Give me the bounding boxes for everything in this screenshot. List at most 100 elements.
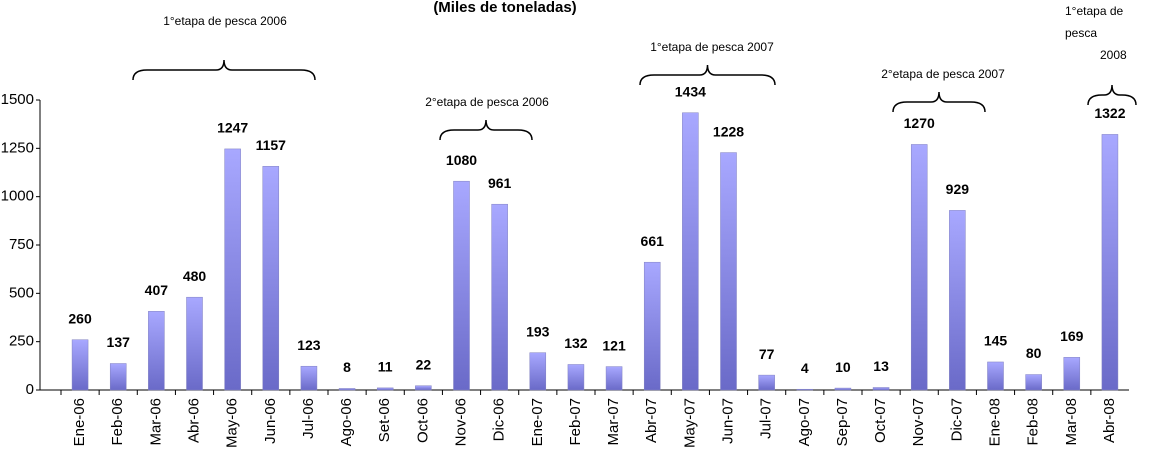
x-tick-label: Feb-08 [1025,398,1042,446]
value-label: 11 [378,359,393,375]
annotation-brace [1087,84,1137,106]
y-tick-label: 1500 [1,91,34,108]
x-tick-label: Mar-07 [605,398,622,446]
x-tick-label: Nov-07 [910,398,927,446]
bar [148,311,165,391]
x-tick-label: Abr-08 [1101,398,1118,443]
value-label: 13 [873,358,889,374]
value-label: 1434 [675,83,706,99]
annotation-brace [132,59,316,81]
value-label: 132 [564,335,588,351]
x-tick-label: Dic-06 [491,398,508,441]
value-label: 4 [801,360,809,376]
annotation-brace [639,64,776,86]
value-label: 961 [488,175,512,191]
bar [872,387,890,391]
y-tick-label: 250 [9,333,34,350]
bar [71,339,89,391]
x-tick-label: Abr-06 [185,398,202,443]
bar [491,203,508,391]
x-tick-label: Abr-07 [643,398,660,443]
bar [529,352,547,391]
bar [338,388,356,391]
value-label: 80 [1026,345,1042,361]
value-label: 193 [526,323,550,339]
annotation-brace [892,91,986,113]
x-tick-label: Mar-08 [1063,398,1080,446]
x-tick-label: May-07 [681,398,698,448]
chart-title: (Miles de toneladas) [433,0,576,16]
value-label: 407 [145,282,169,298]
value-label: 480 [183,268,207,284]
x-tick-label: Feb-07 [567,398,584,446]
annotation-text: 1°etapa de pesca 2007 [650,40,774,54]
bar [910,144,928,391]
value-label: 169 [1060,328,1084,344]
y-tick-label: 500 [9,284,34,301]
bar [1101,134,1119,391]
x-tick-label: Ene-07 [529,398,546,446]
bar [682,112,699,391]
x-tick-label: Sep-07 [834,398,851,446]
value-label: 929 [946,181,970,197]
x-tick-label: Jun-07 [719,398,736,444]
value-label: 145 [984,333,1008,349]
value-label: 260 [68,310,92,326]
bar [453,180,470,391]
bar [415,385,432,391]
value-label: 10 [835,359,851,375]
x-tick-label: Mar-06 [147,398,164,446]
x-tick-label: Nov-06 [452,398,469,446]
bar [186,296,203,391]
value-label: 1228 [713,123,744,139]
value-label: 1322 [1094,105,1125,121]
bar [300,365,318,391]
annotation-text: 1°etapa de [1065,4,1124,18]
bar [224,148,241,391]
bar [834,387,852,391]
value-label: 661 [641,233,665,249]
bar [567,364,585,391]
value-label: 123 [297,337,321,353]
value-label: 77 [759,346,775,362]
x-tick-label: Ene-08 [986,398,1003,446]
x-tick-label: Jul-06 [300,398,317,439]
value-label: 121 [602,337,626,353]
value-label: 1080 [446,152,477,168]
x-tick-label: Oct-06 [414,398,431,443]
bar [796,388,814,391]
x-tick-label: Set-06 [376,398,393,442]
y-tick-label: 0 [26,381,34,398]
y-tick-label: 750 [9,236,34,253]
y-tick-label: 1250 [1,139,34,156]
x-tick-label: Ago-06 [338,398,355,446]
annotation-text: 2008 [1100,48,1127,62]
bar [109,363,127,391]
bar [758,374,775,391]
x-tick-label: Oct-07 [872,398,889,443]
x-tick-label: Jul-07 [758,398,775,439]
value-label: 22 [416,356,432,372]
annotation-text: 2°etapa de pesca 2006 [425,95,549,109]
bar [987,361,1004,391]
bar [605,366,623,391]
bar [376,387,394,391]
x-tick-label: May-06 [224,398,241,448]
value-label: 8 [343,359,351,375]
value-label: 1157 [256,137,287,153]
annotation-brace [439,119,533,141]
x-tick-label: Feb-06 [109,398,126,446]
bar [1063,357,1081,391]
x-tick-label: Ago-07 [796,398,813,446]
value-label: 1247 [217,120,248,136]
bar [949,210,966,391]
annotation-text: 1°etapa de pesca 2006 [163,14,287,28]
x-tick-label: Ene-06 [71,398,88,446]
bar [720,152,737,391]
value-label: 137 [107,334,131,350]
x-tick-label: Dic-07 [948,398,965,441]
bar [1025,374,1042,391]
annotation-text: pesca [1065,26,1097,40]
annotation-text: 2°etapa de pesca 2007 [881,67,1005,81]
